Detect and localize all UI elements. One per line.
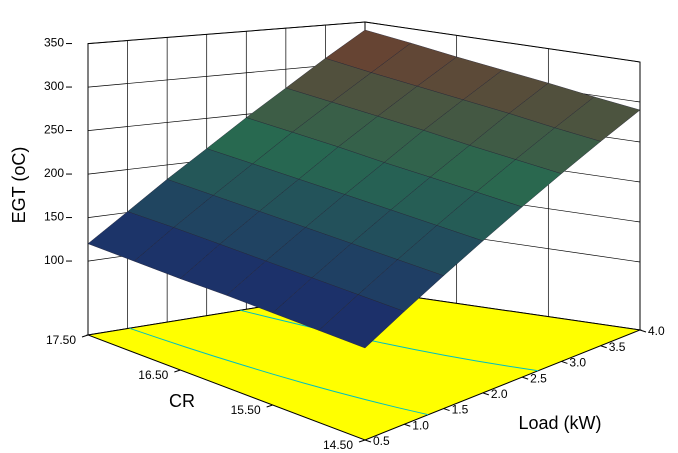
y-tick <box>266 404 273 408</box>
x-tick-label: 3.5 <box>609 340 626 354</box>
floor-contour <box>129 327 429 416</box>
z-tick-label: 200 <box>44 166 64 180</box>
x-tick-label: 2.0 <box>491 387 508 401</box>
x-tick <box>404 423 411 427</box>
y-tick-label: 14.50 <box>323 438 353 452</box>
x-tick-label: 1.5 <box>452 403 469 417</box>
labels: 100 150 200 250 300 350 0.5 1.0 1.5 2.0 2.5 3.0 3.5 4… <box>44 36 665 452</box>
x-tick-label: 1.0 <box>412 418 429 432</box>
x-tick <box>600 345 607 349</box>
x-tick-label: 3.0 <box>569 356 586 370</box>
surface-patch <box>318 294 405 349</box>
x-tick-label: 4.0 <box>648 324 665 338</box>
z-axis-title: EGT (oC) <box>9 147 29 224</box>
x-tick <box>364 439 372 443</box>
y-tick-label: 17.50 <box>46 333 76 347</box>
x-tick-label: 0.5 <box>373 434 390 448</box>
z-tick-label: 350 <box>44 36 64 50</box>
floor-contour <box>240 309 539 372</box>
x-tick-label: 2.5 <box>530 371 547 385</box>
x-tick <box>482 392 490 396</box>
x-tick <box>521 376 529 380</box>
x-axis-title: Load (kW) <box>518 413 601 433</box>
y-tick <box>174 369 181 373</box>
y-tick-label: 16.50 <box>138 368 168 382</box>
z-tick-label: 100 <box>44 253 64 267</box>
x-tick <box>639 329 647 333</box>
z-tick-label: 250 <box>44 123 64 137</box>
x-tick <box>443 408 450 412</box>
surface <box>87 29 641 349</box>
z-tick-label: 150 <box>44 210 64 224</box>
z-tick-label: 300 <box>44 79 64 93</box>
y-tick <box>358 439 366 443</box>
y-tick-label: 15.50 <box>231 403 261 417</box>
x-tick <box>561 360 568 364</box>
y-tick <box>81 334 89 338</box>
y-axis-title: CR <box>169 391 195 411</box>
